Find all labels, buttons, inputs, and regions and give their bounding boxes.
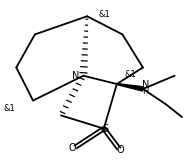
Polygon shape bbox=[117, 83, 143, 91]
Text: &1: &1 bbox=[98, 10, 110, 19]
Text: S: S bbox=[103, 124, 109, 134]
Text: O: O bbox=[117, 145, 124, 155]
Text: H: H bbox=[143, 87, 149, 96]
Text: &1: &1 bbox=[3, 104, 15, 113]
Text: N: N bbox=[72, 71, 80, 81]
Text: N: N bbox=[142, 80, 149, 90]
Text: O: O bbox=[68, 143, 76, 153]
Text: &1: &1 bbox=[124, 70, 136, 79]
